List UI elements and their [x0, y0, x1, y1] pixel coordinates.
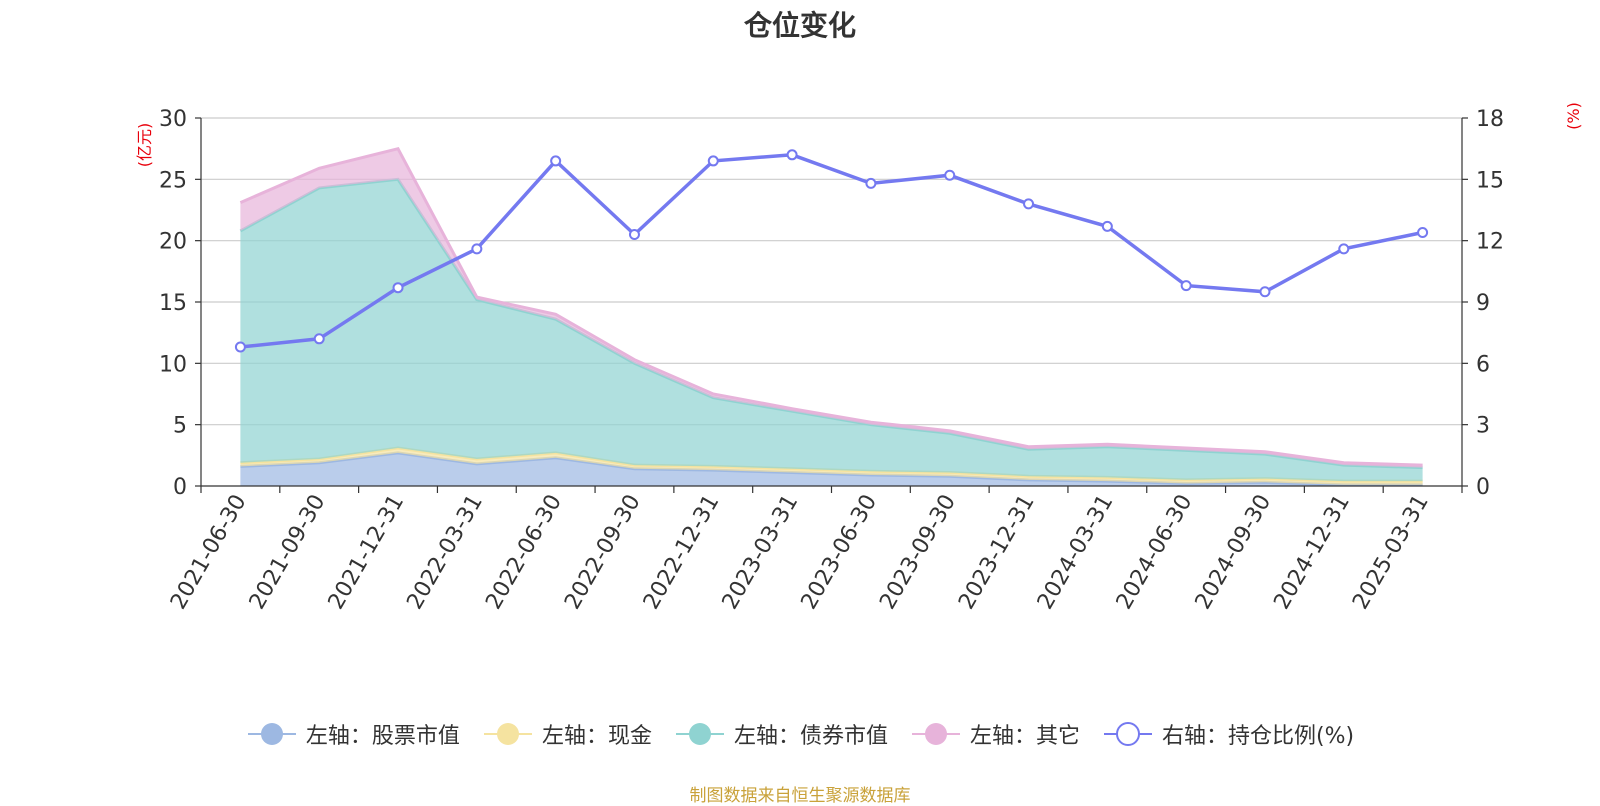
right-tick-label: 9 — [1476, 291, 1490, 316]
ratio-point — [313, 333, 325, 345]
legend-item[interactable]: 左轴：其它 — [910, 718, 1080, 750]
stacked-areas — [239, 146, 1423, 487]
ratio-point — [550, 155, 562, 167]
ratio-point — [1259, 286, 1271, 298]
chart-title: 仓位变化 — [743, 9, 856, 42]
legend-swatch-icon — [911, 723, 960, 745]
legend: 左轴：股票市值 左轴：现金 左轴：债券市值 左轴：其它 右轴：持仓比例(%) — [0, 718, 1600, 750]
right-tick-label: 0 — [1476, 475, 1490, 500]
legend-item[interactable]: 左轴：股票市值 — [246, 718, 460, 750]
x-tick-label: 2021-06-30 — [166, 491, 252, 614]
ratio-point — [392, 282, 404, 294]
ratio-point — [1417, 226, 1429, 238]
ratio-line — [234, 149, 1429, 353]
ratio-point — [1101, 220, 1113, 232]
left-tick-label: 25 — [159, 168, 187, 193]
ratio-point — [1338, 243, 1350, 255]
legend-label: 左轴：股票市值 — [305, 724, 460, 749]
right-tick-label: 18 — [1476, 107, 1504, 132]
ratio-point — [865, 177, 877, 189]
x-tick-label: 2022-09-30 — [560, 491, 646, 614]
x-tick-label: 2023-03-31 — [718, 491, 804, 614]
chart-plot: 0 5 10 15 20 25 30 0 3 6 9 12 15 18 2021-06-302021-09-… — [159, 107, 1504, 614]
source-note: 制图数据来自恒生聚源数据库 — [689, 786, 911, 806]
x-tick-label: 2023-09-30 — [875, 491, 961, 614]
legend-swatch-icon — [1103, 722, 1152, 746]
x-tick-label: 2025-03-31 — [1348, 491, 1434, 614]
legend-item[interactable]: 左轴：债券市值 — [674, 718, 888, 750]
area-edge-左轴：其它 — [239, 146, 1423, 467]
legend-item[interactable]: 右轴：持仓比例(%) — [1102, 718, 1354, 750]
ratio-point — [471, 243, 483, 255]
x-tick-label: 2022-03-31 — [402, 491, 488, 614]
legend-label: 右轴：持仓比例(%) — [1161, 724, 1355, 749]
legend-label: 左轴：债券市值 — [733, 724, 888, 749]
area-左轴：其它 — [240, 148, 1423, 468]
ratio-point — [944, 169, 956, 181]
x-tick-label: 2024-06-30 — [1112, 491, 1198, 614]
x-tick-label: 2022-12-31 — [639, 491, 725, 614]
right-tick-label: 3 — [1476, 414, 1490, 439]
legend-label: 左轴：现金 — [541, 724, 652, 749]
x-tick-label: 2024-03-31 — [1033, 491, 1119, 614]
left-axis-unit: (亿元) — [135, 123, 154, 168]
x-tick-label: 2024-12-31 — [1269, 491, 1355, 614]
left-tick-label: 5 — [173, 414, 187, 439]
legend-swatch-icon — [483, 723, 532, 745]
area-左轴：现金 — [240, 448, 1423, 485]
x-tick-label: 2022-06-30 — [481, 491, 567, 614]
area-左轴：债券市值 — [240, 179, 1423, 482]
area-左轴：股票市值 — [240, 452, 1423, 486]
ratio-point — [786, 149, 798, 161]
axes — [195, 117, 1468, 493]
x-tick-label: 2023-06-30 — [797, 491, 883, 614]
right-tick-label: 6 — [1476, 352, 1490, 377]
legend-item[interactable]: 左轴：现金 — [482, 718, 652, 750]
ratio-line-path — [240, 153, 1423, 349]
svg-text:(亿元): (亿元) — [135, 123, 154, 168]
left-tick-label: 15 — [159, 291, 187, 316]
ratio-point — [1023, 198, 1035, 210]
x-tick-label: 2023-12-31 — [954, 491, 1040, 614]
legend-swatch-icon — [675, 723, 724, 745]
left-tick-label: 0 — [173, 475, 187, 500]
x-tick-label: 2024-09-30 — [1191, 491, 1277, 614]
right-axis-unit: (%) — [1564, 102, 1583, 130]
x-tick-label: 2021-09-30 — [245, 491, 331, 614]
left-tick-label: 10 — [159, 352, 187, 377]
left-tick-label: 30 — [159, 107, 187, 132]
legend-swatch-icon — [247, 723, 296, 745]
right-tick-label: 15 — [1476, 168, 1504, 193]
svg-text:(%): (%) — [1564, 102, 1583, 130]
left-tick-label: 20 — [159, 230, 187, 255]
ratio-point — [234, 341, 246, 353]
ratio-point — [628, 229, 640, 241]
ratio-point — [707, 155, 719, 167]
legend-label: 左轴：其它 — [969, 724, 1080, 749]
x-tick-label: 2021-12-31 — [324, 491, 410, 614]
right-tick-label: 12 — [1476, 230, 1504, 255]
ratio-point — [1180, 280, 1192, 292]
